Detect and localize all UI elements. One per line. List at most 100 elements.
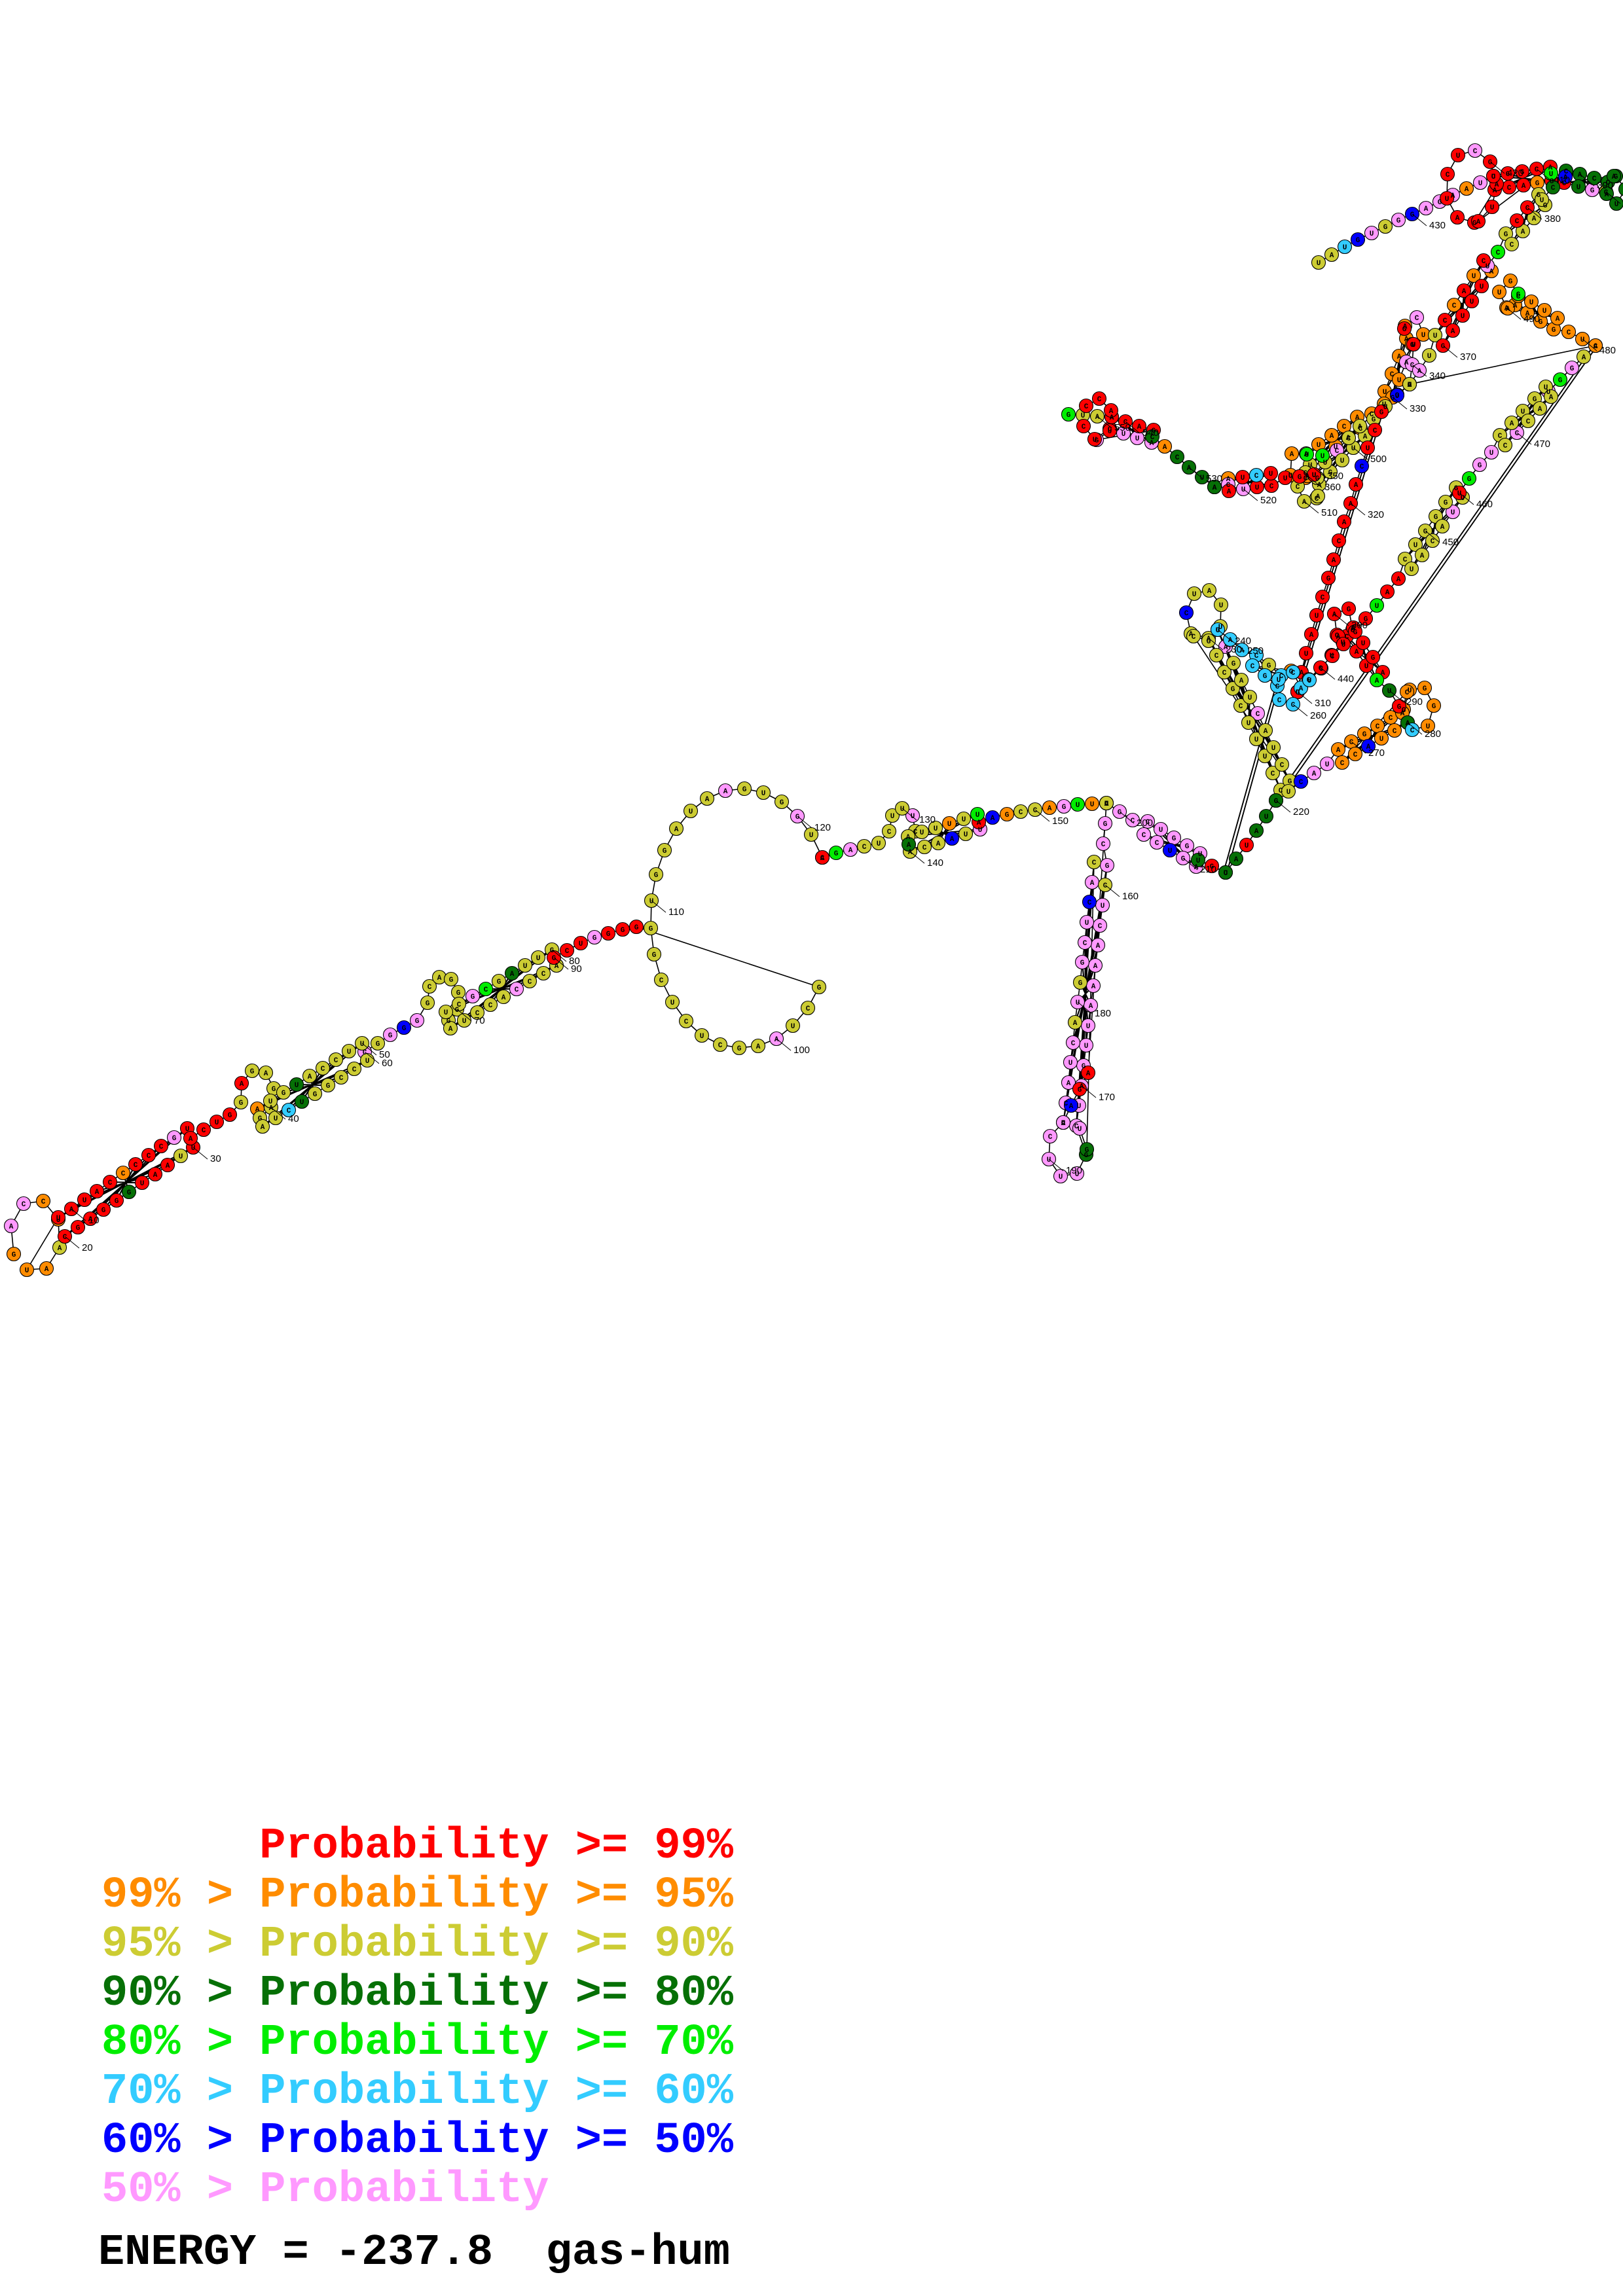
svg-text:A: A xyxy=(437,975,442,982)
svg-text:180: 180 xyxy=(1095,1008,1111,1019)
svg-text:C: C xyxy=(1087,899,1092,907)
svg-text:G: G xyxy=(471,994,475,1001)
svg-text:U: U xyxy=(1546,389,1551,397)
svg-text:G: G xyxy=(1080,960,1085,967)
svg-text:C: C xyxy=(1431,538,1435,546)
svg-text:U: U xyxy=(1081,412,1085,420)
svg-text:A: A xyxy=(1239,677,1244,685)
svg-text:G: G xyxy=(1288,778,1292,786)
svg-text:G: G xyxy=(1356,237,1360,245)
svg-text:C: C xyxy=(1473,148,1478,156)
svg-text:G: G xyxy=(326,1083,331,1090)
svg-text:A: A xyxy=(1093,963,1098,971)
svg-text:U: U xyxy=(934,825,938,833)
svg-text:G: G xyxy=(376,1041,380,1049)
svg-text:A: A xyxy=(1522,183,1526,190)
svg-text:320: 320 xyxy=(1368,509,1384,520)
svg-text:U: U xyxy=(1323,459,1328,467)
svg-text:A: A xyxy=(261,1124,265,1132)
svg-text:C: C xyxy=(121,1170,126,1178)
svg-text:U: U xyxy=(761,790,766,798)
svg-text:C: C xyxy=(1403,556,1408,564)
svg-text:C: C xyxy=(565,948,570,956)
svg-text:C: C xyxy=(806,1005,811,1013)
svg-text:C: C xyxy=(922,844,927,852)
svg-text:U: U xyxy=(185,1126,190,1134)
svg-text:U: U xyxy=(1456,152,1461,160)
svg-text:U: U xyxy=(1269,471,1273,478)
svg-text:A: A xyxy=(1312,770,1317,778)
svg-text:120: 120 xyxy=(814,822,831,833)
svg-text:U: U xyxy=(365,1058,370,1066)
svg-text:G: G xyxy=(634,924,639,932)
svg-text:150: 150 xyxy=(1052,816,1068,827)
svg-text:G: G xyxy=(1078,980,1083,988)
svg-text:A: A xyxy=(1309,632,1314,639)
svg-text:G: G xyxy=(1533,396,1537,404)
svg-text:U: U xyxy=(1461,313,1465,321)
svg-text:G: G xyxy=(1372,416,1376,424)
svg-text:A: A xyxy=(1090,880,1095,888)
svg-text:C: C xyxy=(1496,249,1501,257)
svg-text:C: C xyxy=(1345,634,1349,641)
svg-text:U: U xyxy=(1264,814,1269,821)
svg-text:C: C xyxy=(541,971,546,978)
svg-text:G: G xyxy=(817,984,822,992)
svg-text:C: C xyxy=(1256,711,1260,719)
svg-text:A: A xyxy=(1404,359,1409,367)
svg-text:A: A xyxy=(1404,336,1409,344)
svg-text:C: C xyxy=(1214,653,1219,660)
svg-text:G: G xyxy=(1307,677,1311,685)
svg-text:A: A xyxy=(936,840,941,848)
svg-text:G: G xyxy=(172,1135,177,1143)
svg-text:A: A xyxy=(1330,252,1334,260)
svg-text:C: C xyxy=(1390,371,1395,379)
svg-text:A: A xyxy=(555,963,559,971)
svg-text:C: C xyxy=(1410,727,1415,735)
svg-text:A: A xyxy=(1495,181,1499,189)
svg-text:420: 420 xyxy=(1507,168,1523,179)
svg-text:C: C xyxy=(1269,483,1274,491)
svg-text:A: A xyxy=(1048,805,1052,813)
svg-text:30: 30 xyxy=(210,1153,221,1164)
svg-text:U: U xyxy=(1317,260,1321,268)
svg-text:C: C xyxy=(1446,171,1450,179)
svg-text:C: C xyxy=(1222,670,1227,677)
svg-text:70: 70 xyxy=(474,1015,485,1026)
svg-text:220: 220 xyxy=(1293,806,1309,817)
svg-text:G: G xyxy=(1402,326,1407,334)
svg-text:A: A xyxy=(9,1223,14,1231)
svg-text:U: U xyxy=(295,1082,299,1090)
svg-text:C: C xyxy=(1321,594,1325,602)
svg-text:A: A xyxy=(1137,423,1142,431)
svg-text:C: C xyxy=(1337,538,1341,546)
svg-text:C: C xyxy=(321,1066,325,1073)
svg-text:A: A xyxy=(45,1266,49,1274)
svg-text:G: G xyxy=(649,925,653,933)
svg-text:U: U xyxy=(140,1180,145,1188)
svg-text:U: U xyxy=(1101,903,1105,910)
svg-text:G: G xyxy=(1397,704,1402,711)
svg-text:C: C xyxy=(1175,454,1180,462)
svg-text:U: U xyxy=(1451,509,1455,517)
svg-text:U: U xyxy=(700,1033,704,1041)
svg-text:C: C xyxy=(1443,317,1448,325)
svg-text:U: U xyxy=(978,827,983,834)
svg-text:C: C xyxy=(1510,242,1514,249)
svg-text:U: U xyxy=(1090,801,1095,809)
svg-text:U: U xyxy=(462,1018,467,1026)
svg-text:40: 40 xyxy=(288,1113,299,1124)
svg-text:170: 170 xyxy=(1099,1092,1115,1103)
svg-text:A: A xyxy=(1510,420,1514,428)
svg-text:A: A xyxy=(1355,414,1360,422)
svg-text:440: 440 xyxy=(1338,673,1354,685)
svg-text:G: G xyxy=(228,1112,232,1120)
svg-text:390: 390 xyxy=(1597,180,1613,191)
svg-text:A: A xyxy=(1073,1020,1078,1028)
svg-text:U: U xyxy=(1305,452,1309,459)
svg-text:U: U xyxy=(579,941,583,948)
svg-text:C: C xyxy=(1389,715,1393,723)
svg-text:A: A xyxy=(1264,728,1268,736)
svg-text:U: U xyxy=(1486,263,1490,271)
svg-text:U: U xyxy=(1325,761,1330,769)
